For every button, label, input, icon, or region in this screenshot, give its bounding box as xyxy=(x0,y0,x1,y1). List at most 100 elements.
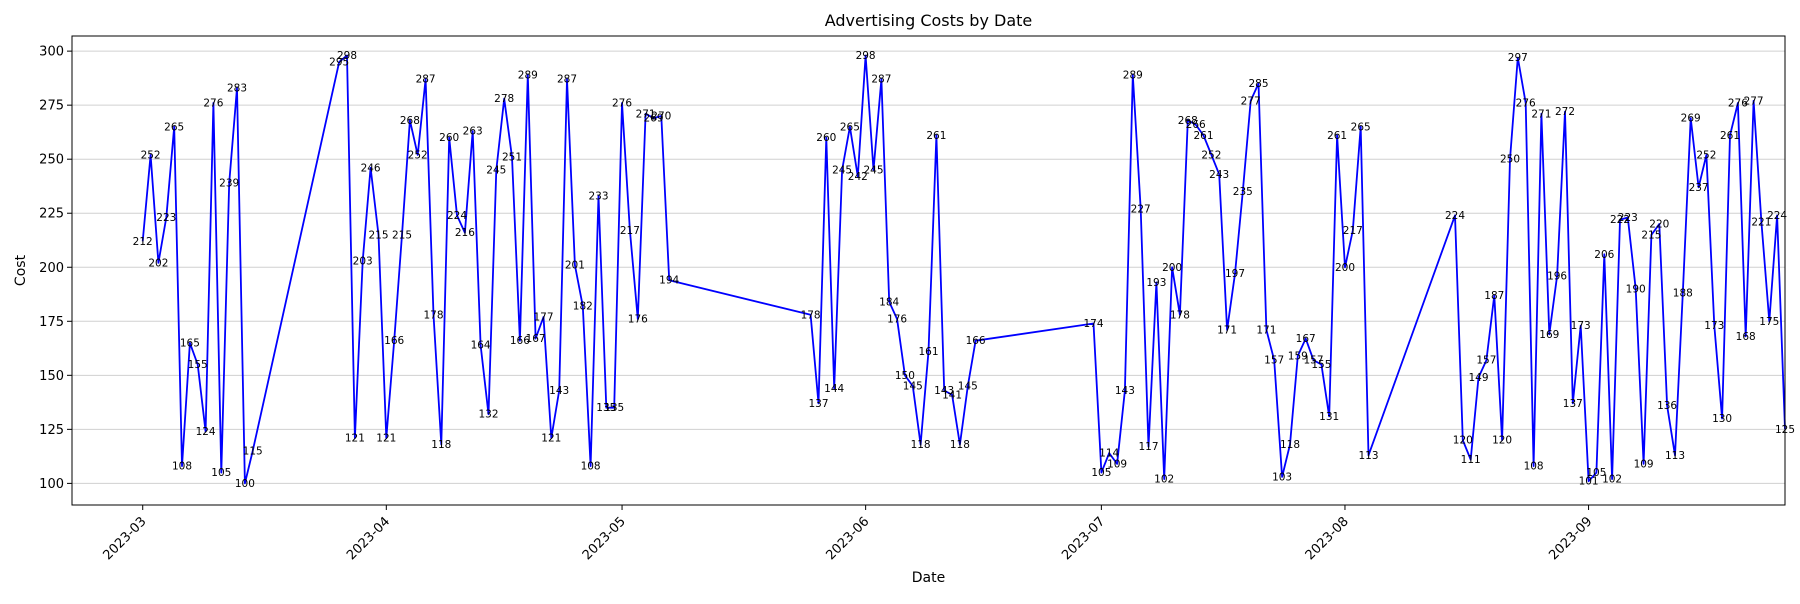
data-label: 272 xyxy=(1555,106,1575,118)
y-tick-label: 125 xyxy=(39,423,64,438)
data-label: 289 xyxy=(1123,69,1143,81)
data-label: 271 xyxy=(1531,108,1551,120)
data-label: 173 xyxy=(1704,320,1724,332)
data-label: 260 xyxy=(439,132,459,144)
data-label: 145 xyxy=(958,381,978,393)
data-label: 197 xyxy=(1225,268,1245,280)
y-tick-label: 225 xyxy=(39,207,64,222)
data-label: 114 xyxy=(1099,448,1119,460)
data-label: 216 xyxy=(455,227,475,239)
data-label: 178 xyxy=(1170,309,1190,321)
series-layer xyxy=(141,54,1786,485)
y-tick-label: 300 xyxy=(39,45,64,60)
data-label: 159 xyxy=(1288,350,1308,362)
data-label: 260 xyxy=(816,132,836,144)
data-label: 212 xyxy=(133,236,153,248)
data-label: 113 xyxy=(1358,450,1378,462)
data-label: 131 xyxy=(1319,411,1339,423)
data-label: 143 xyxy=(1115,385,1135,397)
data-label: 298 xyxy=(337,50,357,62)
data-label: 217 xyxy=(620,225,640,237)
data-label: 144 xyxy=(824,383,844,395)
data-label: 270 xyxy=(651,111,671,123)
data-label: 245 xyxy=(863,165,883,177)
data-label: 137 xyxy=(808,398,828,410)
data-label: 220 xyxy=(1649,219,1669,231)
data-label: 124 xyxy=(196,426,216,438)
data-label: 265 xyxy=(1351,121,1371,133)
data-label: 174 xyxy=(1083,318,1103,330)
data-label: 222 xyxy=(1610,214,1630,226)
data-label: 227 xyxy=(1131,203,1151,215)
series-line xyxy=(141,54,1786,485)
data-label: 265 xyxy=(840,121,860,133)
data-label: 135 xyxy=(596,402,616,414)
data-label: 121 xyxy=(345,433,365,445)
data-label: 105 xyxy=(211,467,231,479)
data-label: 155 xyxy=(1311,359,1331,371)
data-label: 166 xyxy=(510,335,530,347)
data-label: 224 xyxy=(447,210,467,222)
data-label: 201 xyxy=(565,260,585,272)
data-label: 157 xyxy=(1264,355,1284,367)
data-label: 271 xyxy=(636,108,656,120)
data-label: 261 xyxy=(1327,130,1347,142)
data-label: 166 xyxy=(966,335,986,347)
data-label: 251 xyxy=(502,152,522,164)
data-label: 164 xyxy=(471,340,491,352)
data-label: 265 xyxy=(164,121,184,133)
data-label: 173 xyxy=(1571,320,1591,332)
data-label: 167 xyxy=(526,333,546,345)
data-label: 194 xyxy=(659,275,679,287)
data-label: 297 xyxy=(1508,52,1528,64)
data-label: 118 xyxy=(1280,439,1300,451)
data-label: 143 xyxy=(549,385,569,397)
data-label: 115 xyxy=(243,446,263,458)
data-label: 182 xyxy=(573,301,593,313)
data-label: 118 xyxy=(950,439,970,451)
data-label: 121 xyxy=(376,433,396,445)
data-label: 217 xyxy=(1343,225,1363,237)
data-label: 287 xyxy=(871,74,891,86)
data-label: 105 xyxy=(1586,467,1606,479)
data-label: 203 xyxy=(353,255,373,267)
data-label: 224 xyxy=(1445,210,1465,222)
data-label: 237 xyxy=(1689,182,1709,194)
data-label: 108 xyxy=(172,461,192,473)
y-tick-label: 200 xyxy=(39,261,64,276)
data-label: 176 xyxy=(628,314,648,326)
data-label: 252 xyxy=(1696,149,1716,161)
data-label: 135 xyxy=(604,402,624,414)
data-label: 266 xyxy=(1186,119,1206,131)
data-label: 287 xyxy=(416,74,436,86)
data-label: 177 xyxy=(533,312,553,324)
y-axis-label: Cost xyxy=(13,254,29,286)
data-labels: 212 252 202 223 265 108 165 155 124 276 105 239 283 1… xyxy=(133,50,1795,490)
data-label: 101 xyxy=(1579,476,1599,488)
data-label: 167 xyxy=(1296,333,1316,345)
data-label: 166 xyxy=(384,335,404,347)
data-label: 277 xyxy=(1241,95,1261,107)
plot-frame xyxy=(71,35,1786,506)
data-label: 261 xyxy=(1720,130,1740,142)
data-label: 215 xyxy=(392,229,412,241)
y-axis-ticks: 100 125 150 175 200 225 250 275 300 xyxy=(39,45,72,492)
data-label: 149 xyxy=(1468,372,1488,384)
data-label: 193 xyxy=(1146,277,1166,289)
data-label: 268 xyxy=(1178,115,1198,127)
data-label: 169 xyxy=(1539,329,1559,341)
data-label: 100 xyxy=(235,478,255,490)
data-label: 215 xyxy=(1641,229,1661,241)
data-label: 233 xyxy=(588,190,608,202)
data-label: 206 xyxy=(1594,249,1614,261)
data-label: 261 xyxy=(926,130,946,142)
data-label: 283 xyxy=(227,82,247,94)
data-label: 289 xyxy=(518,69,538,81)
data-label: 184 xyxy=(879,296,899,308)
data-label: 113 xyxy=(1665,450,1685,462)
data-label: 202 xyxy=(148,257,168,269)
x-axis-label: Date xyxy=(912,570,945,586)
data-label: 136 xyxy=(1657,400,1677,412)
data-label: 200 xyxy=(1335,262,1355,274)
